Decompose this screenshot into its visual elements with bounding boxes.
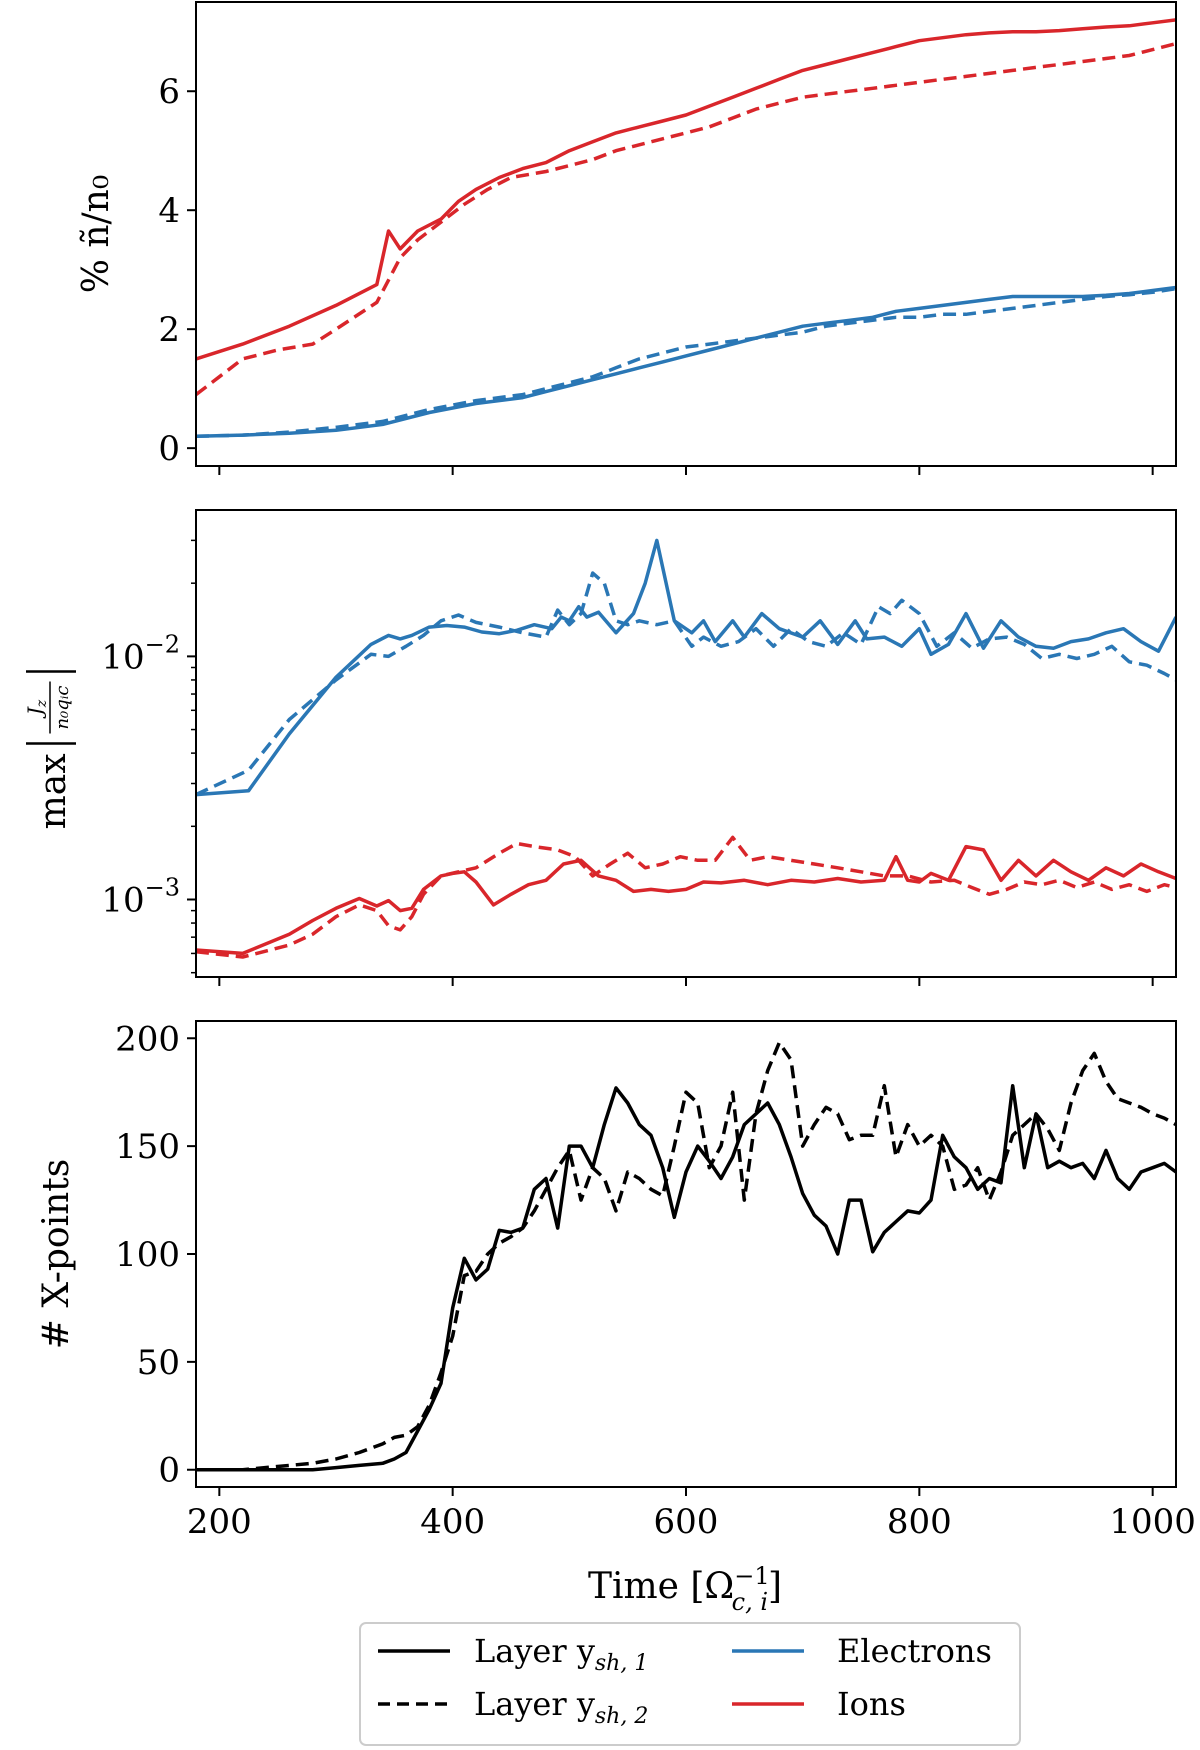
x-tick-label: 1000: [1109, 1502, 1196, 1542]
panel-density: 0 2 4 6 % ñ/n₀: [76, 1, 1177, 475]
legend-label-layer2: Layer ysh, 2: [474, 1685, 648, 1729]
series-line-layer-y-sh-1-solid: [196, 1083, 1176, 1472]
y-tick-label: 4: [158, 191, 180, 231]
legend-label-layer1: Layer ysh, 1: [474, 1632, 648, 1676]
y-tick-label: 6: [158, 72, 180, 112]
series-group: [196, 538, 1176, 959]
y-tick-label: 150: [115, 1127, 180, 1167]
y-tick-label: 0: [158, 1451, 180, 1491]
legend-label-electrons: Electrons: [837, 1632, 992, 1670]
x-tick-label: 600: [654, 1502, 719, 1542]
x-tick-label: 200: [187, 1502, 252, 1542]
y-tick-label: 2: [158, 310, 180, 350]
legend-label-ions: Ions: [837, 1685, 906, 1723]
svg-text:n₀qᵢc: n₀qᵢc: [52, 685, 73, 729]
y-tick-label: 200: [115, 1019, 180, 1059]
x-tick-label: 800: [887, 1502, 952, 1542]
series-line-layer-y-sh-2-dashed: [196, 1040, 1176, 1472]
series-line-electrons-dashed: [196, 286, 1176, 439]
series-line-ions-dashed: [196, 835, 1176, 959]
y-axis-title: max Jz n₀qᵢc: [23, 670, 76, 830]
y-tick-label: 10−2: [101, 630, 180, 677]
series-line-electrons-solid: [196, 285, 1176, 439]
svg-text:Jz: Jz: [23, 699, 50, 719]
panel-current: 10−3 10−2 max Jz n₀qᵢc: [23, 509, 1177, 986]
series-line-electrons-solid: [196, 538, 1176, 797]
series-line-ions-dashed: [196, 41, 1176, 396]
axes-frame: [195, 1, 1177, 467]
y-axis-title: % ñ/n₀: [76, 175, 117, 294]
x-tick-label: 400: [420, 1502, 485, 1542]
series-line-ions-solid: [196, 844, 1176, 956]
series-line-electrons-dashed: [196, 571, 1176, 797]
y-tick-label: 10−3: [101, 874, 180, 921]
y-axis-title: # X-points: [36, 1159, 77, 1349]
y-tick-label: 0: [158, 429, 180, 469]
panel-xpoints: 200 400 600 800 1000 0 50 100 150 200 # X-points: [36, 1019, 1196, 1542]
x-axis-title: Time [Ω−1 c, i]: [588, 1562, 782, 1616]
y-tick-label: 50: [137, 1343, 180, 1383]
svg-text:max: max: [33, 754, 74, 830]
series-group: [196, 18, 1176, 439]
legend-frame: [359, 1622, 1021, 1746]
y-tick-label: 100: [115, 1235, 180, 1275]
legend: Layer ysh, 1 Layer ysh, 2 Electrons Ions: [359, 1622, 1021, 1746]
series-group: [196, 1040, 1176, 1472]
series-line-ions-solid: [196, 18, 1176, 361]
